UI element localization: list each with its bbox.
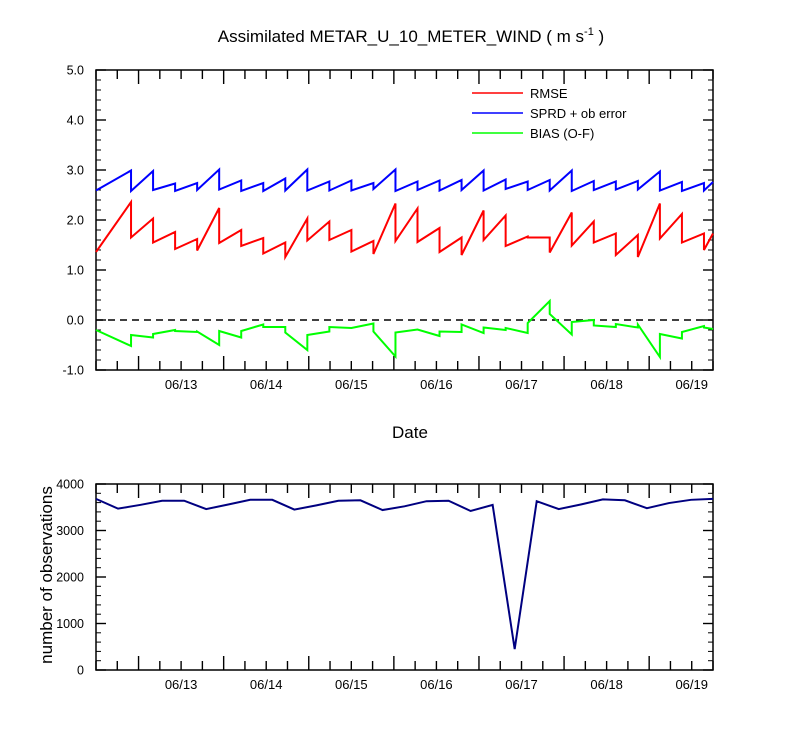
legend-label: RMSE	[530, 86, 568, 101]
x-tick-label: 06/15	[335, 677, 368, 692]
legend-label: BIAS (O-F)	[530, 126, 594, 141]
y-tick-label: 4000	[56, 478, 84, 492]
x-tick-label: 06/13	[165, 677, 198, 692]
plot-frame	[95, 483, 714, 671]
x-tick-label: 06/19	[675, 677, 708, 692]
series-line-sprd	[95, 167, 714, 194]
x-tick-label: 06/14	[250, 677, 283, 692]
x-tick-label: 06/14	[250, 377, 283, 392]
series-line-rmse	[95, 198, 714, 261]
observations-line	[95, 497, 714, 650]
top-plot: 06/13 06/14 06/15 06/16 06/17 06/18 06/19 -1.0 0…	[62, 64, 714, 392]
x-tick-label: 06/18	[590, 677, 623, 692]
series-line-bias	[95, 298, 714, 361]
x-tick-label: 06/17	[505, 677, 538, 692]
x-tick-label: 06/18	[590, 377, 623, 392]
x-tick-label: 06/16	[420, 677, 453, 692]
x-tick-label: 06/17	[505, 377, 538, 392]
y-tick-label: -1.0	[62, 364, 84, 378]
y-tick-label: 3000	[56, 524, 84, 538]
x-tick-label: 06/15	[335, 377, 368, 392]
y-tick-label: 0.0	[67, 314, 84, 328]
y-tick-label: 2.0	[67, 214, 84, 228]
y-tick-label: 3.0	[67, 164, 84, 178]
x-axis-label: Date	[392, 423, 428, 442]
y-tick-label: 0	[77, 664, 84, 678]
chart-title: Assimilated METAR_U_10_METER_WIND ( m s-…	[218, 26, 604, 46]
y-tick-label: 1000	[56, 617, 84, 631]
y-axis-label-observations: number of observations	[37, 486, 56, 664]
y-tick-label: 1.0	[67, 264, 84, 278]
x-tick-label: 06/16	[420, 377, 453, 392]
legend-label: SPRD + ob error	[530, 106, 627, 121]
y-tick-label: 2000	[56, 571, 84, 585]
x-tick-label: 06/13	[165, 377, 198, 392]
bottom-plot: 06/13 06/14 06/15 06/16 06/17 06/18 06/19 0 1000…	[56, 478, 714, 692]
y-tick-label: 4.0	[67, 114, 84, 128]
x-tick-label: 06/19	[675, 377, 708, 392]
y-tick-label: 5.0	[67, 64, 84, 78]
